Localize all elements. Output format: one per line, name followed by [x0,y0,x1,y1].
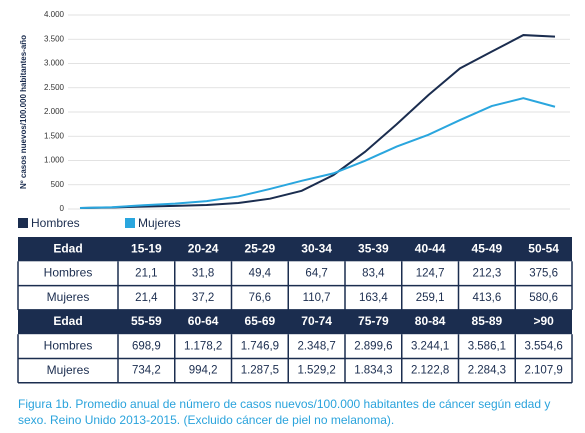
table-cell: 21,1 [135,267,157,279]
table-header-bg [18,309,572,335]
table-age-header: 70-74 [301,314,332,328]
table-age-header: 65-69 [245,314,276,328]
table-row-label: Hombres [44,339,93,353]
table-age-header: >90 [533,314,554,328]
table-cell: 413,6 [472,292,501,304]
table-cell: 1.529,2 [297,365,335,377]
table-age-header: 30-34 [301,241,332,255]
table-age-header: 40-44 [415,241,446,255]
table-cell: 163,4 [359,292,388,304]
table-age-header: 25-29 [245,241,276,255]
table-cell: 2.899,6 [354,340,392,352]
table-cell: 734,2 [132,365,161,377]
table-age-header: 60-64 [188,314,219,328]
series-line [79,34,556,209]
table-cell: 3.554,6 [524,340,562,352]
table-cell: 2.107,9 [524,365,562,377]
table-cell: 21,4 [135,292,158,304]
table-cell: 124,7 [416,267,445,279]
table-age-header: 55-59 [131,314,162,328]
legend-swatch [125,218,135,228]
table-cell: 110,7 [303,292,331,304]
y-tick-label: 4.000 [44,10,65,19]
y-axis-label: Nº casos nuevos/100.000 habitantes-año [19,35,28,189]
table-cell: 1.178,2 [184,340,222,352]
table-cell: 83,4 [362,267,385,279]
caption: Figura 1b. Promedio anual de número de c… [18,397,551,427]
table-age-header: 75-79 [358,314,389,328]
table-age-header: 80-84 [415,314,446,328]
y-tick-label: 3.500 [44,34,65,43]
table-cell: 1.746,9 [241,340,279,352]
chart: Nº casos nuevos/100.000 habitantes-año 0… [17,10,573,384]
table-header: Edad [53,241,82,255]
table-header: Edad [53,314,82,328]
table-cell: 2.284,3 [468,365,506,377]
table-cell: 2.122,8 [411,365,449,377]
table-age-header: 35-39 [358,241,389,255]
series-line [79,97,556,209]
y-tick-label: 2.500 [44,83,65,92]
y-tick-label: 3.000 [44,59,65,68]
table-cell: 76,6 [249,292,271,304]
table-age-header: 45-49 [472,241,503,255]
legend-label: Mujeres [138,216,181,230]
y-tick-label: 1.500 [44,131,65,140]
table-cell: 994,2 [189,365,218,377]
table-header-bg [18,237,572,262]
table-cell: 375,6 [529,267,558,279]
table-row-label: Hombres [44,266,93,280]
table-cell: 698,9 [132,340,161,352]
table-cell: 31,8 [192,267,214,279]
y-tick-label: 500 [51,180,65,189]
table-age-header: 50-54 [528,241,559,255]
table-cell: 64,7 [305,267,327,279]
y-tick-label: 0 [60,204,65,213]
table-age-header: 85-89 [472,314,503,328]
table-cell: 212,3 [472,267,501,279]
table-row-label: Mujeres [47,290,90,304]
table-age-header: 20-24 [188,241,219,255]
table-cell: 49,4 [249,267,272,279]
table-age-header: 15-19 [131,241,162,255]
table-cell: 1.834,3 [354,365,392,377]
table-cell: 3.586,1 [468,340,506,352]
y-tick-label: 1.000 [44,156,65,165]
y-tick-label: 2.000 [44,107,65,116]
table-cell: 580,6 [529,292,558,304]
legend-swatch [18,218,28,228]
table-cell: 2.348,7 [297,340,335,352]
table-cell: 259,1 [416,292,445,304]
legend-label: Hombres [31,216,80,230]
table-cell: 3.244,1 [411,340,449,352]
table-row-label: Mujeres [47,363,90,377]
table-cell: 1.287,5 [241,365,279,377]
table-cell: 37,2 [192,292,214,304]
